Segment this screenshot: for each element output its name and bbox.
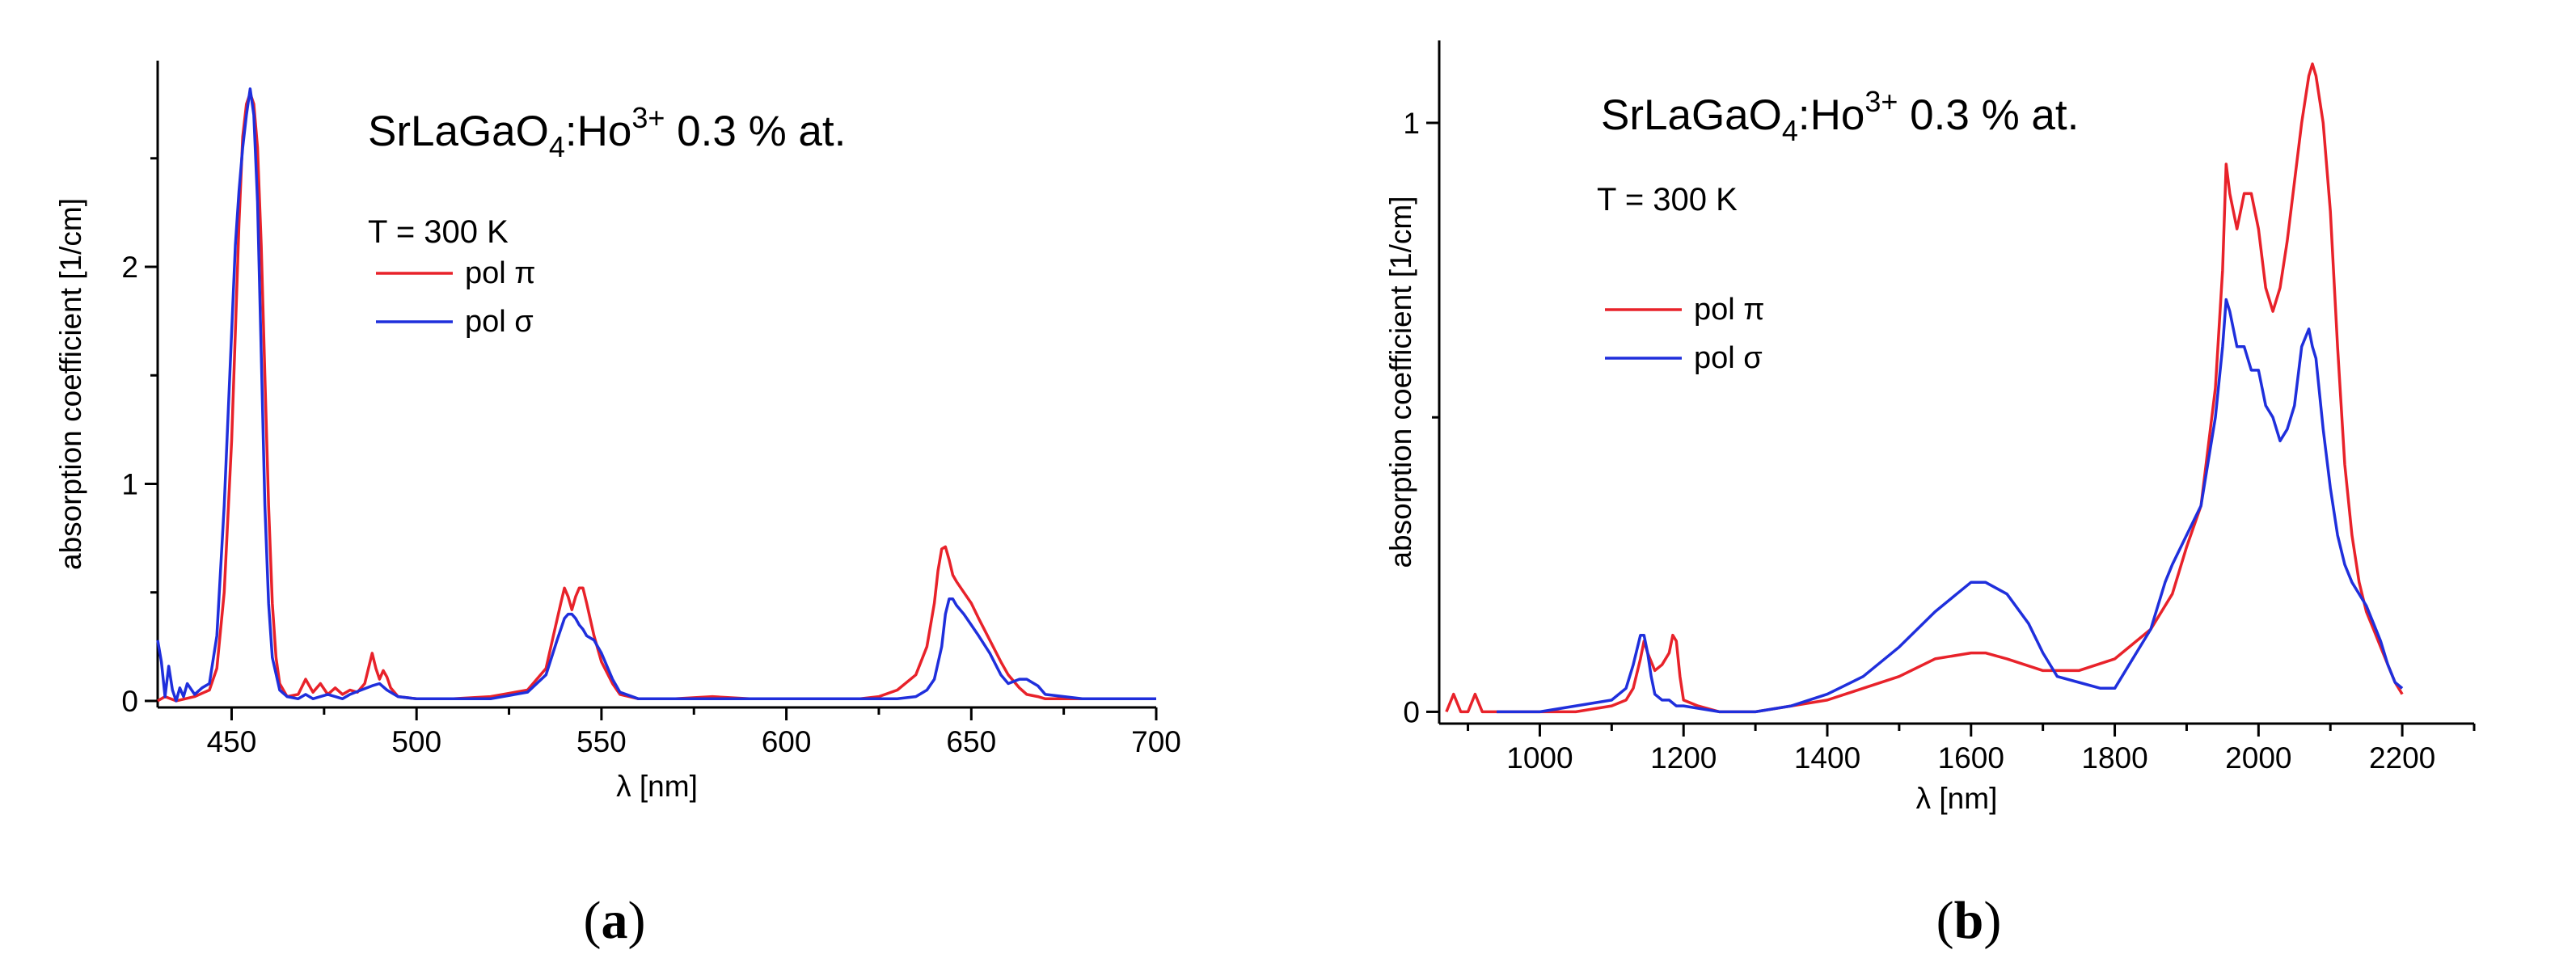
y-tick-label-b: 0 [1403, 695, 1420, 728]
chart-title-b: SrLaGaO4:Ho3+ 0.3 % at. [1601, 85, 2079, 147]
chart-a: 450 500 550 600 650 700 0 1 2 λ [nm] absorption co… [54, 61, 1181, 803]
y-tick-label-a: 0 [121, 685, 138, 718]
y-axis-title-a: absorption coefficient [1/cm] [54, 198, 87, 570]
x-tick-label-b: 1000 [1506, 741, 1573, 775]
x-tick-label-b: 1600 [1938, 741, 2004, 775]
x-tick-label-a: 700 [1131, 725, 1181, 758]
legend-label-sigma-a: pol σ [465, 305, 534, 339]
y-tick-label-a: 1 [121, 467, 138, 500]
chart-b: 1000 1200 1400 1600 1800 2000 2200 0 1 λ [nm] abso… [1384, 40, 2476, 815]
temperature-label-b: T = 300 K [1597, 182, 1738, 217]
x-tick-label-b: 1800 [2081, 741, 2147, 775]
y-axis-title-b: absorption coefficient [1/cm] [1384, 196, 1417, 568]
series-line-pi-a [157, 91, 1156, 703]
x-tick-label-a: 550 [576, 725, 627, 758]
series-line-pi-b [1445, 62, 2404, 714]
x-tick-label-a: 600 [762, 725, 812, 758]
y-tick-label-b: 1 [1403, 107, 1420, 140]
x-tick-label-a: 500 [391, 725, 441, 758]
x-axis-title-a: λ [nm] [616, 770, 698, 803]
x-tick-label-b: 2000 [2225, 741, 2291, 775]
x-tick-label-a: 450 [207, 725, 257, 758]
x-tick-label-b: 1400 [1794, 741, 1860, 775]
legend-label-sigma-b: pol σ [1694, 341, 1763, 375]
legend-label-pi-a: pol π [465, 256, 536, 290]
panel-label-a: (a) [584, 891, 646, 950]
y-tick-label-a: 2 [121, 251, 138, 284]
temperature-label-a: T = 300 K [368, 214, 509, 250]
x-axis-title-b: λ [nm] [1916, 782, 1998, 815]
x-tick-label-b: 2200 [2369, 741, 2435, 775]
legend-label-pi-b: pol π [1694, 293, 1765, 327]
x-tick-label-a: 650 [946, 725, 996, 758]
series-line-sigma-a [156, 87, 1156, 703]
chart-title-a: SrLaGaO4:Ho3+ 0.3 % at. [368, 101, 846, 163]
x-tick-label-b: 1200 [1650, 741, 1717, 775]
panel-label-b: (b) [1936, 891, 2002, 950]
series-line-sigma-b [1497, 298, 2404, 714]
